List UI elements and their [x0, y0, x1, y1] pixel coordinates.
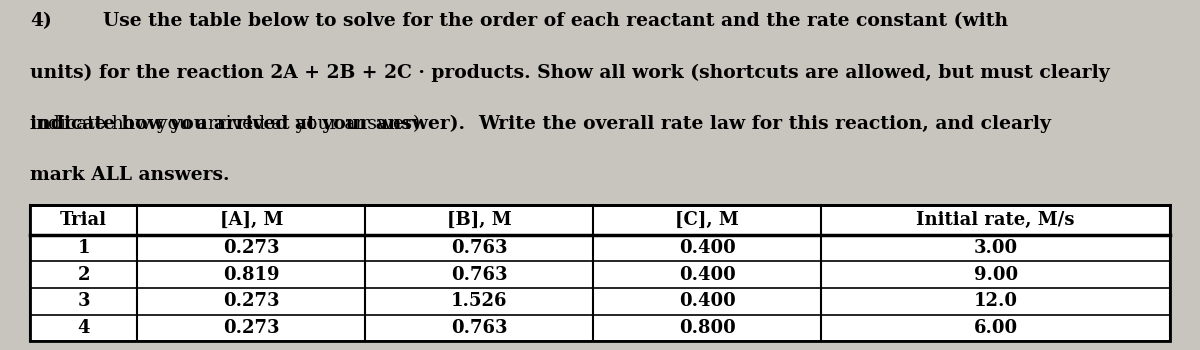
Text: Trial: Trial: [60, 211, 107, 229]
Text: units) for the reaction 2A + 2B + 2C · products. Show all work (shortcuts are al: units) for the reaction 2A + 2B + 2C · p…: [30, 64, 1110, 82]
Text: 0.400: 0.400: [679, 292, 736, 310]
Text: 0.273: 0.273: [223, 319, 280, 337]
Text: 0.273: 0.273: [223, 292, 280, 310]
Text: 12.0: 12.0: [973, 292, 1018, 310]
Text: indicate how you arrived at your answer).: indicate how you arrived at your answer)…: [30, 115, 438, 133]
Text: 1: 1: [77, 239, 90, 257]
Text: 0.763: 0.763: [451, 239, 508, 257]
Text: indicate how you arrived at your answer).: indicate how you arrived at your answer)…: [30, 115, 478, 133]
Text: 0.273: 0.273: [223, 239, 280, 257]
Text: 0.763: 0.763: [451, 319, 508, 337]
Text: 0.800: 0.800: [679, 319, 736, 337]
Text: Write the overall rate law for this reaction, and clearly: Write the overall rate law for this reac…: [478, 115, 1051, 133]
Text: [B], M: [B], M: [446, 211, 511, 229]
Text: 6.00: 6.00: [973, 319, 1018, 337]
Text: 4: 4: [77, 319, 90, 337]
Text: 4): 4): [30, 12, 52, 30]
Text: 2: 2: [77, 266, 90, 284]
Text: Initial rate, M/s: Initial rate, M/s: [917, 211, 1075, 229]
Text: mark ALL answers.: mark ALL answers.: [30, 166, 229, 184]
Text: 0.400: 0.400: [679, 266, 736, 284]
Text: Use the table below to solve for the order of each reactant and the rate constan: Use the table below to solve for the ord…: [103, 12, 1008, 30]
Text: [C], M: [C], M: [676, 211, 739, 229]
Text: 1.526: 1.526: [451, 292, 508, 310]
Text: 9.00: 9.00: [973, 266, 1018, 284]
Text: [A], M: [A], M: [220, 211, 283, 229]
Text: 0.400: 0.400: [679, 239, 736, 257]
Text: 3.00: 3.00: [973, 239, 1018, 257]
Text: 0.763: 0.763: [451, 266, 508, 284]
Text: 3: 3: [77, 292, 90, 310]
Text: 0.819: 0.819: [223, 266, 280, 284]
